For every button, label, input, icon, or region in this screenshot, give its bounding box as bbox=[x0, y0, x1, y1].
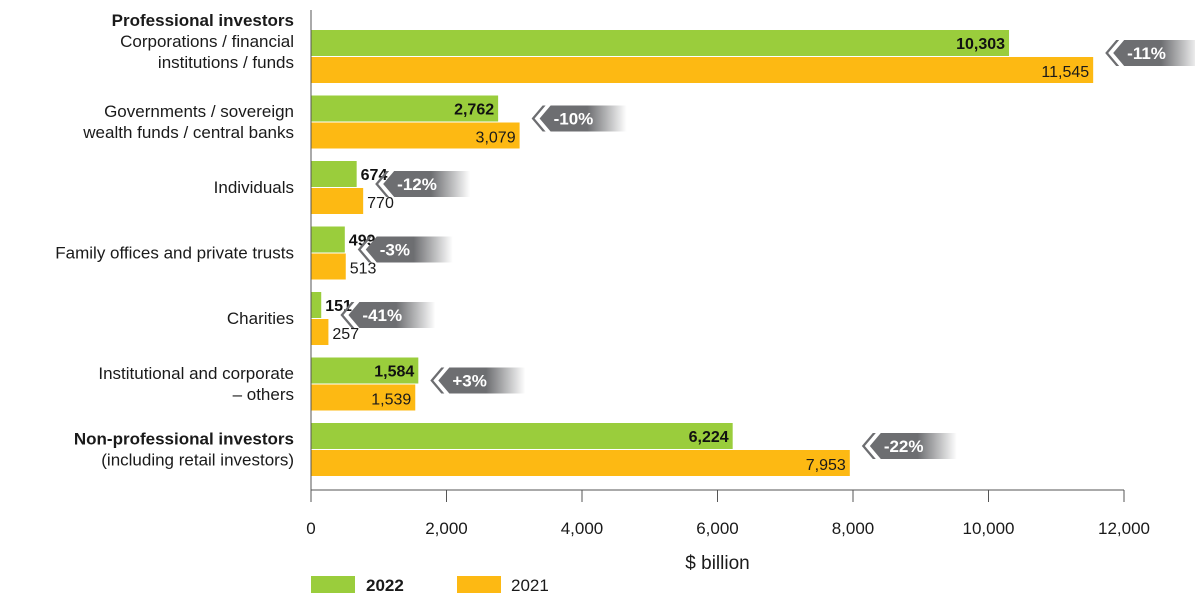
category-label: Charities bbox=[227, 309, 294, 328]
badge-arrow bbox=[383, 171, 471, 197]
badge-label: +3% bbox=[452, 372, 487, 391]
badge-arrow bbox=[438, 367, 526, 394]
x-tick-label: 4,000 bbox=[561, 519, 604, 538]
change-badge: -10% bbox=[531, 105, 627, 132]
x-axis-title: $ billion bbox=[685, 553, 749, 574]
badge-label: -3% bbox=[380, 241, 410, 260]
bar-2021 bbox=[311, 319, 329, 345]
bar-2021 bbox=[311, 122, 520, 149]
bar-2022 bbox=[311, 292, 322, 318]
badge-arrow bbox=[539, 105, 627, 132]
bar-2021 bbox=[311, 450, 850, 476]
category-label: Corporations / financial bbox=[120, 32, 294, 51]
category-label: Individuals bbox=[214, 178, 294, 197]
legend-swatch-2021 bbox=[457, 576, 501, 593]
category-label: institutions / funds bbox=[158, 53, 294, 72]
x-tick-label: 8,000 bbox=[832, 519, 875, 538]
badge-arrow bbox=[869, 433, 957, 459]
badge-arrow bbox=[348, 302, 436, 328]
x-tick-label: 2,000 bbox=[425, 519, 468, 538]
legend-label-2022: 2022 bbox=[366, 576, 404, 595]
legend: 2022 2021 bbox=[311, 576, 549, 595]
badge-label: -12% bbox=[397, 175, 437, 194]
bar-2022 bbox=[311, 423, 733, 449]
change-badge: -3% bbox=[357, 236, 453, 263]
badge-label: -10% bbox=[554, 110, 594, 129]
legend-swatch-2022 bbox=[311, 576, 355, 593]
data-label-2021: 257 bbox=[332, 326, 359, 343]
bar-2022 bbox=[311, 30, 1010, 56]
category-label: wealth funds / central banks bbox=[82, 123, 294, 142]
data-label-2021: 7,953 bbox=[806, 457, 846, 474]
data-label-2022: 6,224 bbox=[689, 429, 729, 446]
change-badge: -11% bbox=[1105, 40, 1195, 66]
bar-2021 bbox=[311, 57, 1094, 83]
badge-label: -41% bbox=[362, 306, 402, 325]
badge-chevron bbox=[861, 433, 876, 459]
badge-label: -11% bbox=[1127, 44, 1166, 63]
badge-chevron bbox=[1105, 40, 1120, 66]
change-badge: -22% bbox=[861, 433, 957, 459]
category-label: – others bbox=[233, 385, 294, 404]
badge-label: -22% bbox=[884, 437, 924, 456]
category-heading: Non-professional investors bbox=[74, 430, 294, 449]
badge-arrow bbox=[1113, 40, 1195, 66]
bar-2021 bbox=[311, 188, 364, 214]
x-tick-label: 0 bbox=[306, 519, 315, 538]
bar-2022 bbox=[311, 226, 345, 253]
badge-arrow bbox=[365, 236, 453, 263]
bars-group: 10,30311,545-11%2,7623,079-10%674770-12%… bbox=[311, 30, 1195, 476]
data-label-2021: 3,079 bbox=[476, 130, 516, 147]
data-label-2021: 1,539 bbox=[371, 392, 411, 409]
bar-2022 bbox=[311, 161, 357, 187]
bar-2021 bbox=[311, 253, 346, 280]
category-label: (including retail investors) bbox=[101, 451, 294, 470]
change-badge: -12% bbox=[375, 171, 471, 197]
data-label-2021: 11,545 bbox=[1041, 64, 1089, 81]
badge-chevron bbox=[430, 367, 445, 394]
change-badge: -41% bbox=[340, 302, 436, 328]
category-label: Governments / sovereign bbox=[104, 102, 294, 121]
x-tick-label: 12,000 bbox=[1098, 519, 1150, 538]
legend-label-2021: 2021 bbox=[511, 576, 549, 595]
x-tick-label: 6,000 bbox=[696, 519, 739, 538]
data-label-2022: 2,762 bbox=[454, 102, 494, 119]
data-label-2022: 10,303 bbox=[956, 36, 1005, 53]
badge-chevron bbox=[357, 236, 372, 263]
data-label-2021: 770 bbox=[367, 195, 394, 212]
badge-chevron bbox=[531, 105, 546, 132]
change-badge: +3% bbox=[430, 367, 526, 394]
category-label: Institutional and corporate bbox=[98, 364, 294, 383]
bar-2022 bbox=[311, 357, 419, 384]
badge-chevron bbox=[375, 171, 390, 197]
data-label-2021: 513 bbox=[350, 261, 377, 278]
category-heading: Professional investors bbox=[112, 11, 294, 30]
category-labels: Professional investors Corporations / fin… bbox=[55, 11, 294, 470]
bar-2021 bbox=[311, 384, 416, 411]
bar-2022 bbox=[311, 95, 499, 122]
x-tick-label: 10,000 bbox=[963, 519, 1015, 538]
data-label-2022: 1,584 bbox=[374, 364, 414, 381]
category-label: Family offices and private trusts bbox=[55, 244, 294, 263]
axes-group: 0 2,000 4,000 6,000 8,000 10,000 12,000 $ billi… bbox=[306, 10, 1150, 574]
badge-chevron bbox=[340, 302, 355, 328]
